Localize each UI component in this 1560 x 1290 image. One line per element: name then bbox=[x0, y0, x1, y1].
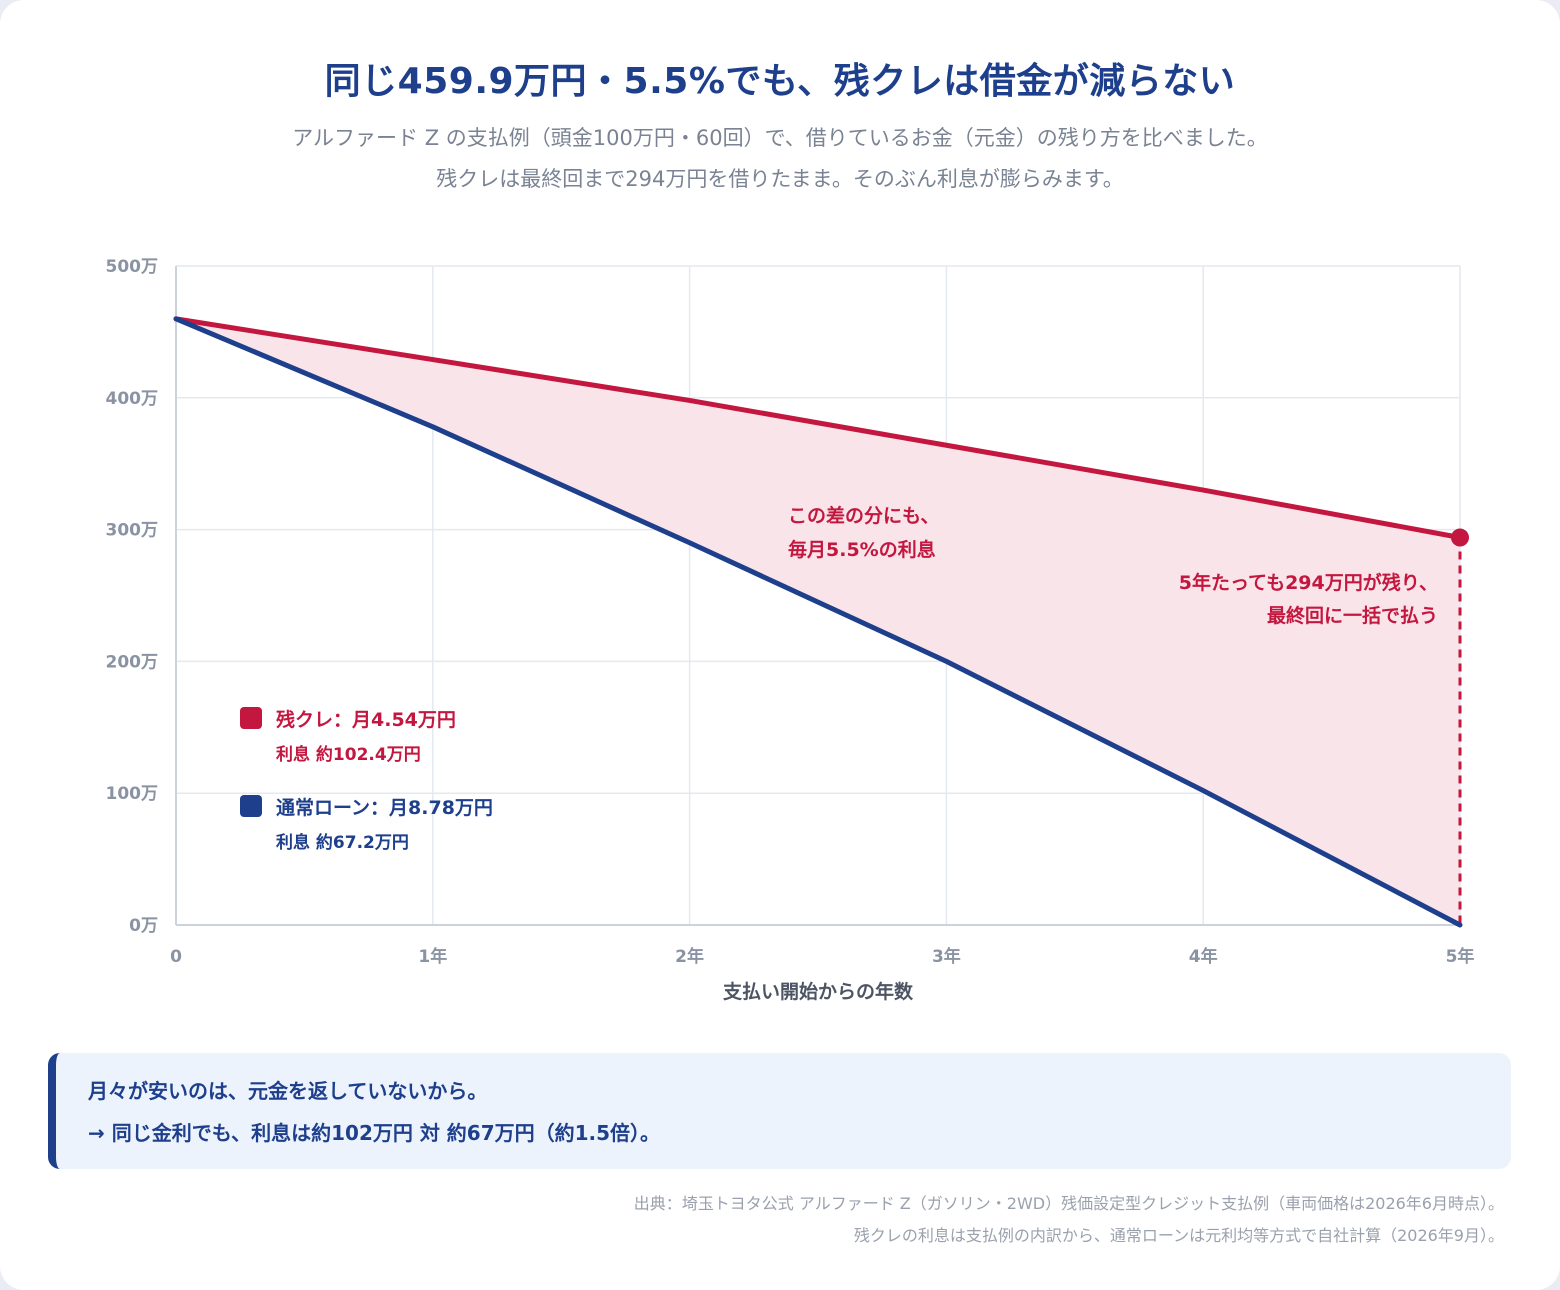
legend-sub-zankure: 利息 約102.4万円 bbox=[276, 744, 421, 765]
x-tick-label: 1年 bbox=[418, 946, 447, 967]
x-axis-label: 支払い開始からの年数 bbox=[722, 980, 914, 1003]
callout-line-1: 月々が安いのは、元金を返していないから。 bbox=[88, 1079, 488, 1103]
line-chart: 0万 100万 200万 300万 400万 500万 0 1年 2年 3年 4年 5年 支払い開始か… bbox=[106, 257, 1475, 1003]
y-tick-label: 300万 bbox=[106, 521, 159, 541]
end-annotation-line-2: 最終回に一括で払う bbox=[1267, 604, 1438, 627]
residual-end-point bbox=[1451, 528, 1469, 547]
subtitle-line-1: アルファード Z の支払例（頭金100万円・60回）で、借りているお金（元金）の… bbox=[292, 126, 1268, 150]
legend-swatch-zankure bbox=[240, 707, 262, 729]
gap-annotation-line-2: 毎月5.5%の利息 bbox=[788, 538, 936, 561]
x-tick-label: 4年 bbox=[1189, 946, 1218, 967]
y-tick-label: 0万 bbox=[129, 916, 158, 936]
y-tick-label: 400万 bbox=[106, 389, 159, 409]
summary-callout: 月々が安いのは、元金を返していないから。 → 同じ金利でも、利息は約102万円 … bbox=[48, 1053, 1511, 1169]
subtitle-line-2: 残クレは最終回まで294万円を借りたまま。そのぶん利息が膨らみます。 bbox=[436, 167, 1124, 191]
series bbox=[173, 316, 1469, 928]
legend-sub-loan: 利息 約67.2万円 bbox=[276, 832, 409, 853]
source-line-2: 残クレの利息は支払例の内訳から、通常ローンは元利均等方式で自社計算（2026年9… bbox=[853, 1226, 1504, 1245]
labels: 支払い開始からの年数 この差の分にも、 毎月5.5%の利息 5年たっても294万… bbox=[240, 504, 1438, 1003]
callout-line-2: → 同じ金利でも、利息は約102万円 対 約67万円（約1.5倍）。 bbox=[88, 1121, 661, 1145]
series-line-0 bbox=[173, 316, 1463, 541]
x-tick-label: 2年 bbox=[675, 946, 704, 967]
legend-swatch-loan bbox=[240, 795, 262, 817]
legend-label-zankure: 残クレ：月4.54万円 bbox=[276, 708, 456, 731]
source-line-1: 出典：埼玉トヨタ公式 アルファード Z（ガソリン・2WD）残価設定型クレジット支… bbox=[633, 1194, 1504, 1213]
end-annotation-line-1: 5年たっても294万円が残り、 bbox=[1179, 571, 1438, 594]
gap-annotation-line-1: この差の分にも、 bbox=[788, 504, 939, 527]
axes: 0万 100万 200万 300万 400万 500万 0 1年 2年 3年 4年 5年 bbox=[106, 257, 1475, 967]
page-title: 同じ459.9万円・5.5%でも、残クレは借金が減らない bbox=[324, 61, 1236, 102]
x-tick-label: 0 bbox=[170, 947, 182, 967]
x-tick-label: 5年 bbox=[1446, 946, 1475, 967]
gap-area bbox=[176, 318, 1460, 925]
x-tick-label: 3年 bbox=[932, 946, 961, 967]
y-tick-label: 500万 bbox=[106, 257, 159, 277]
y-tick-label: 100万 bbox=[106, 784, 159, 804]
series-line-1 bbox=[173, 316, 1463, 928]
legend-label-loan: 通常ローン：月8.78万円 bbox=[276, 796, 493, 819]
y-tick-label: 200万 bbox=[106, 652, 159, 672]
